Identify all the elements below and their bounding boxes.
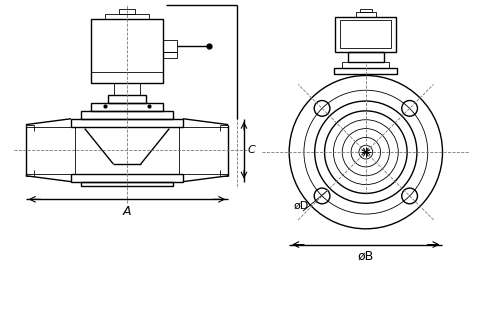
Text: C: C <box>247 145 255 155</box>
Text: A: A <box>122 205 131 218</box>
Bar <box>91 103 163 111</box>
Bar <box>114 83 139 95</box>
Bar <box>340 21 391 48</box>
Bar <box>108 95 145 103</box>
Bar <box>119 9 135 14</box>
Text: øD: øD <box>292 201 308 211</box>
Bar <box>333 68 396 73</box>
Bar <box>359 9 371 12</box>
Bar <box>163 52 177 58</box>
Bar <box>81 182 173 185</box>
Bar <box>91 20 163 83</box>
Bar <box>71 119 182 127</box>
Bar <box>355 12 375 16</box>
Text: øB: øB <box>357 250 373 262</box>
Bar <box>348 52 383 62</box>
Bar <box>105 14 148 20</box>
Bar <box>71 174 182 182</box>
Bar <box>334 16 395 52</box>
Bar <box>163 40 177 52</box>
Bar <box>342 62 389 68</box>
Bar <box>81 111 173 119</box>
